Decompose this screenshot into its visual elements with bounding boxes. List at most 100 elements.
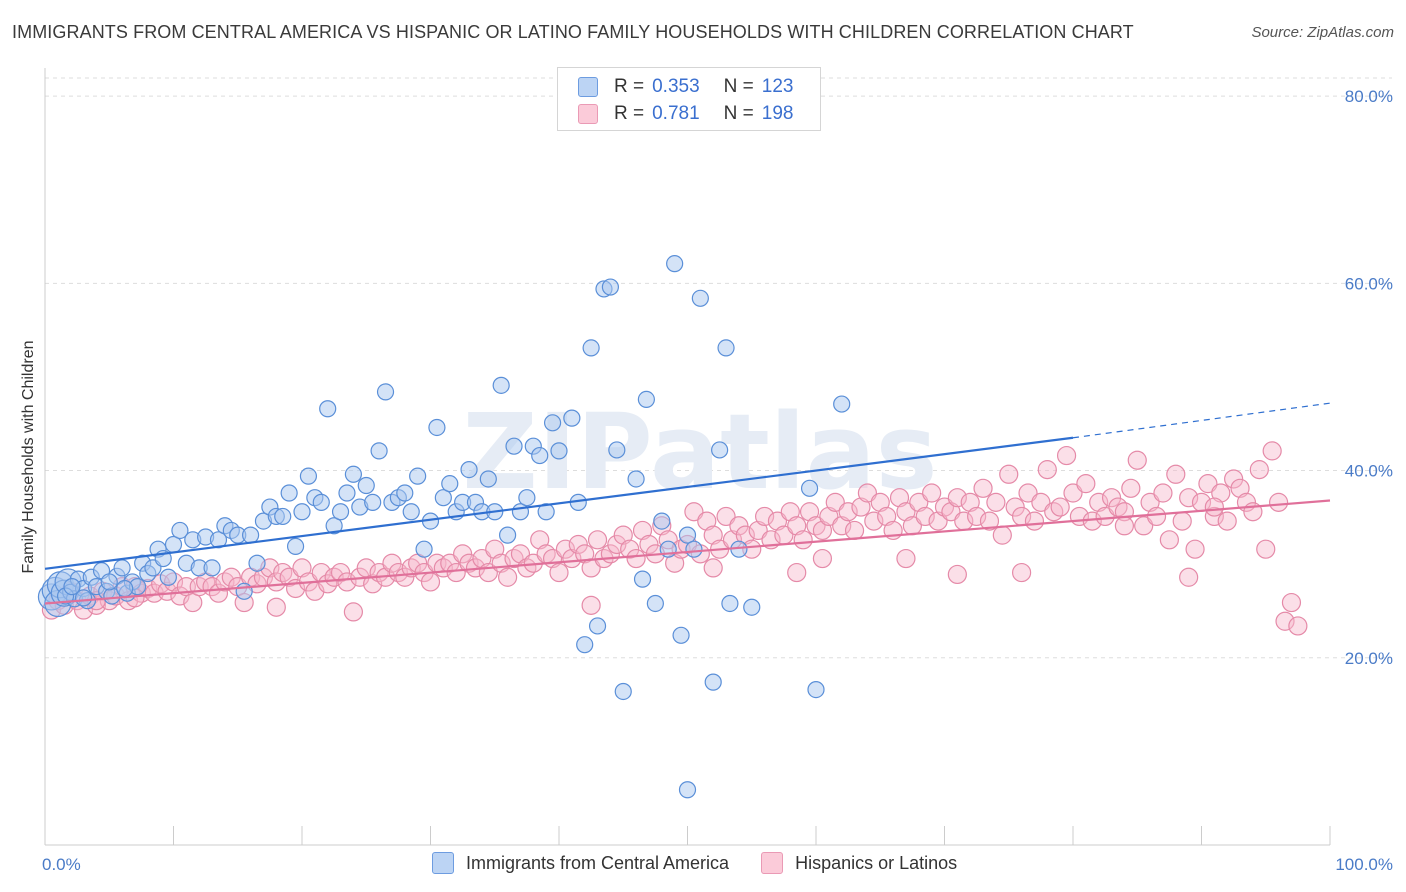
legend: R = 0.353 N = 123 R = 0.781 N = 198 xyxy=(557,67,821,131)
pink-point xyxy=(799,502,820,522)
legend-r-label: R = xyxy=(614,103,645,124)
pink-point xyxy=(877,506,897,527)
legend-n-value: 123 xyxy=(761,76,794,97)
blue-point xyxy=(833,395,851,413)
pink-point xyxy=(1050,497,1070,517)
blue-point xyxy=(274,507,292,526)
pink-point xyxy=(279,567,299,587)
blue-point xyxy=(203,559,221,577)
blue-point xyxy=(248,554,266,572)
pink-point xyxy=(221,567,241,587)
blue-point xyxy=(543,414,562,432)
pink-point xyxy=(967,506,987,527)
pink-point xyxy=(1063,483,1083,503)
blue-point xyxy=(428,418,446,437)
blue-point xyxy=(646,594,664,613)
pink-point xyxy=(787,562,807,583)
pink-point xyxy=(1224,469,1244,489)
pink-point xyxy=(639,534,659,555)
pink-point xyxy=(292,558,312,578)
pink-point xyxy=(1140,492,1160,512)
tick-labels: 20.0% 40.0% 60.0% 80.0% 0.0% 100.0% xyxy=(42,87,1393,874)
blue-point xyxy=(100,573,118,591)
pink-point xyxy=(395,567,415,587)
pink-point xyxy=(844,520,865,541)
pink-point xyxy=(999,464,1019,484)
pink-point xyxy=(1262,441,1282,461)
pink-point xyxy=(1288,616,1308,636)
blue-point xyxy=(711,441,729,459)
pink-point xyxy=(787,516,807,536)
blue-trend-extension xyxy=(1072,402,1331,439)
pink-point xyxy=(819,506,839,527)
blue-point xyxy=(633,570,652,588)
pink-point xyxy=(562,548,582,569)
pink-point xyxy=(1198,474,1218,494)
blue-point xyxy=(492,376,510,394)
pink-point xyxy=(485,539,505,559)
legend-r-label: R = xyxy=(614,76,645,97)
blue-point xyxy=(344,465,362,483)
pink-point xyxy=(183,592,203,613)
pink-point xyxy=(979,511,1000,531)
pink-point xyxy=(1179,567,1199,587)
pink-point xyxy=(555,539,576,559)
blue-point xyxy=(582,339,600,357)
pink-point xyxy=(1179,488,1199,508)
pink-point xyxy=(1134,516,1154,536)
blue-point xyxy=(672,626,690,644)
chart-title: IMMIGRANTS FROM CENTRAL AMERICA VS HISPA… xyxy=(12,22,1134,42)
pink-point xyxy=(453,544,473,564)
pink-point xyxy=(754,506,775,527)
pink-point xyxy=(1204,497,1224,517)
legend-n-label: N = xyxy=(723,103,754,124)
pink-point xyxy=(1268,492,1289,512)
bottom-legend: Immigrants from Central America Hispanic… xyxy=(432,852,989,874)
blue-point xyxy=(319,400,337,418)
blue-point xyxy=(499,526,517,544)
pink-swatch-icon xyxy=(761,852,784,874)
pink-point xyxy=(864,511,884,531)
blue-point xyxy=(409,467,427,485)
pink-point xyxy=(812,548,833,569)
pink-point xyxy=(1037,460,1057,480)
x-tick-label: 0.0% xyxy=(42,855,81,874)
pink-point xyxy=(613,525,633,545)
pink-point xyxy=(697,511,717,531)
pink-point xyxy=(915,506,935,527)
blue-point xyxy=(537,503,555,521)
pink-point xyxy=(960,492,980,512)
pink-point xyxy=(382,553,402,573)
pink-point xyxy=(1127,450,1147,470)
blue-point xyxy=(479,470,497,488)
blue-point xyxy=(402,503,420,521)
pink-point xyxy=(1211,483,1231,503)
pink-point xyxy=(266,597,286,617)
blue-trend-line xyxy=(44,436,1074,570)
pink-point xyxy=(626,548,646,569)
blue-point xyxy=(159,568,177,586)
legend-n-value: 198 xyxy=(761,103,794,124)
pink-point xyxy=(1230,478,1250,498)
pink-point xyxy=(1146,506,1167,527)
pink-point xyxy=(870,492,890,512)
blue-point xyxy=(807,680,825,699)
blue-point xyxy=(505,437,523,455)
blue-point xyxy=(338,484,356,502)
blue-point xyxy=(576,636,594,654)
blue-point xyxy=(434,489,452,507)
blue-point xyxy=(325,517,343,535)
pink-point xyxy=(812,520,833,541)
pink-point xyxy=(330,562,351,583)
pink-point xyxy=(793,530,813,550)
pink-point xyxy=(767,511,788,531)
pink-swatch-icon xyxy=(578,104,598,124)
blue-point xyxy=(74,589,93,607)
pink-point xyxy=(266,572,286,592)
blue-point xyxy=(113,559,131,577)
pink-point xyxy=(1095,506,1115,527)
bottom-legend-label: Immigrants from Central America xyxy=(466,852,730,873)
pink-point xyxy=(992,525,1012,545)
pink-point xyxy=(928,511,948,531)
axes xyxy=(44,68,1331,846)
